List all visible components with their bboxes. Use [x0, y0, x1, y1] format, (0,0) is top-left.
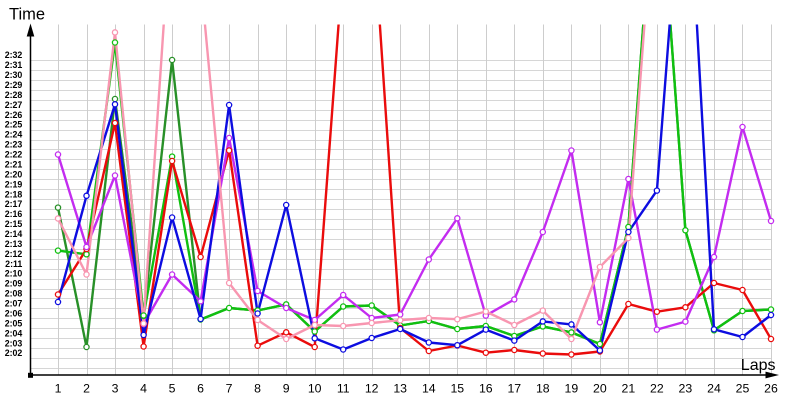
svg-text:25: 25 [736, 382, 750, 396]
svg-text:24: 24 [707, 382, 721, 396]
svg-text:6: 6 [197, 382, 204, 396]
svg-text:23: 23 [679, 382, 693, 396]
svg-text:15: 15 [450, 382, 464, 396]
svg-text:7: 7 [226, 382, 233, 396]
svg-text:2:03: 2:03 [5, 338, 23, 348]
svg-text:8: 8 [254, 382, 261, 396]
svg-text:19: 19 [565, 382, 579, 396]
svg-text:2:13: 2:13 [5, 239, 23, 249]
svg-text:18: 18 [536, 382, 550, 396]
svg-text:2:23: 2:23 [5, 140, 23, 150]
svg-text:14: 14 [422, 382, 436, 396]
svg-text:2:06: 2:06 [5, 308, 23, 318]
svg-text:11: 11 [337, 382, 350, 396]
svg-text:2:07: 2:07 [5, 299, 23, 309]
svg-text:17: 17 [507, 382, 521, 396]
svg-text:4: 4 [140, 382, 147, 396]
svg-text:2:28: 2:28 [5, 90, 23, 100]
svg-text:2:25: 2:25 [5, 120, 23, 130]
svg-text:2:10: 2:10 [5, 269, 23, 279]
svg-text:2:05: 2:05 [5, 318, 23, 328]
svg-text:2:29: 2:29 [5, 80, 23, 90]
svg-text:26: 26 [764, 382, 778, 396]
svg-text:2:16: 2:16 [5, 209, 23, 219]
svg-text:2:21: 2:21 [5, 159, 23, 169]
svg-text:2:30: 2:30 [5, 70, 23, 80]
svg-text:2: 2 [83, 382, 90, 396]
svg-text:22: 22 [650, 382, 664, 396]
svg-text:12: 12 [365, 382, 379, 396]
svg-text:2:24: 2:24 [5, 130, 23, 140]
svg-text:1: 1 [55, 382, 62, 396]
svg-text:9: 9 [283, 382, 290, 396]
svg-text:2:12: 2:12 [5, 249, 23, 259]
svg-text:2:27: 2:27 [5, 100, 23, 110]
svg-text:3: 3 [112, 382, 119, 396]
svg-text:5: 5 [169, 382, 176, 396]
svg-text:2:02: 2:02 [5, 348, 23, 358]
svg-text:2:32: 2:32 [5, 50, 23, 60]
svg-text:2:14: 2:14 [5, 229, 23, 239]
svg-text:2:22: 2:22 [5, 150, 23, 160]
svg-text:2:15: 2:15 [5, 219, 23, 229]
svg-text:2:18: 2:18 [5, 189, 23, 199]
svg-text:2:31: 2:31 [5, 60, 23, 70]
svg-text:2:11: 2:11 [5, 259, 22, 269]
svg-text:2:20: 2:20 [5, 169, 23, 179]
svg-text:16: 16 [479, 382, 493, 396]
svg-text:Laps: Laps [741, 357, 776, 374]
svg-text:10: 10 [308, 382, 322, 396]
svg-text:2:08: 2:08 [5, 289, 23, 299]
svg-text:2:26: 2:26 [5, 110, 23, 120]
svg-text:20: 20 [593, 382, 607, 396]
svg-text:Time: Time [9, 6, 45, 24]
svg-text:2:19: 2:19 [5, 179, 23, 189]
svg-text:13: 13 [393, 382, 407, 396]
svg-text:21: 21 [622, 382, 636, 396]
svg-text:2:04: 2:04 [5, 328, 23, 338]
svg-text:2:17: 2:17 [5, 199, 23, 209]
svg-text:2:09: 2:09 [5, 279, 23, 289]
